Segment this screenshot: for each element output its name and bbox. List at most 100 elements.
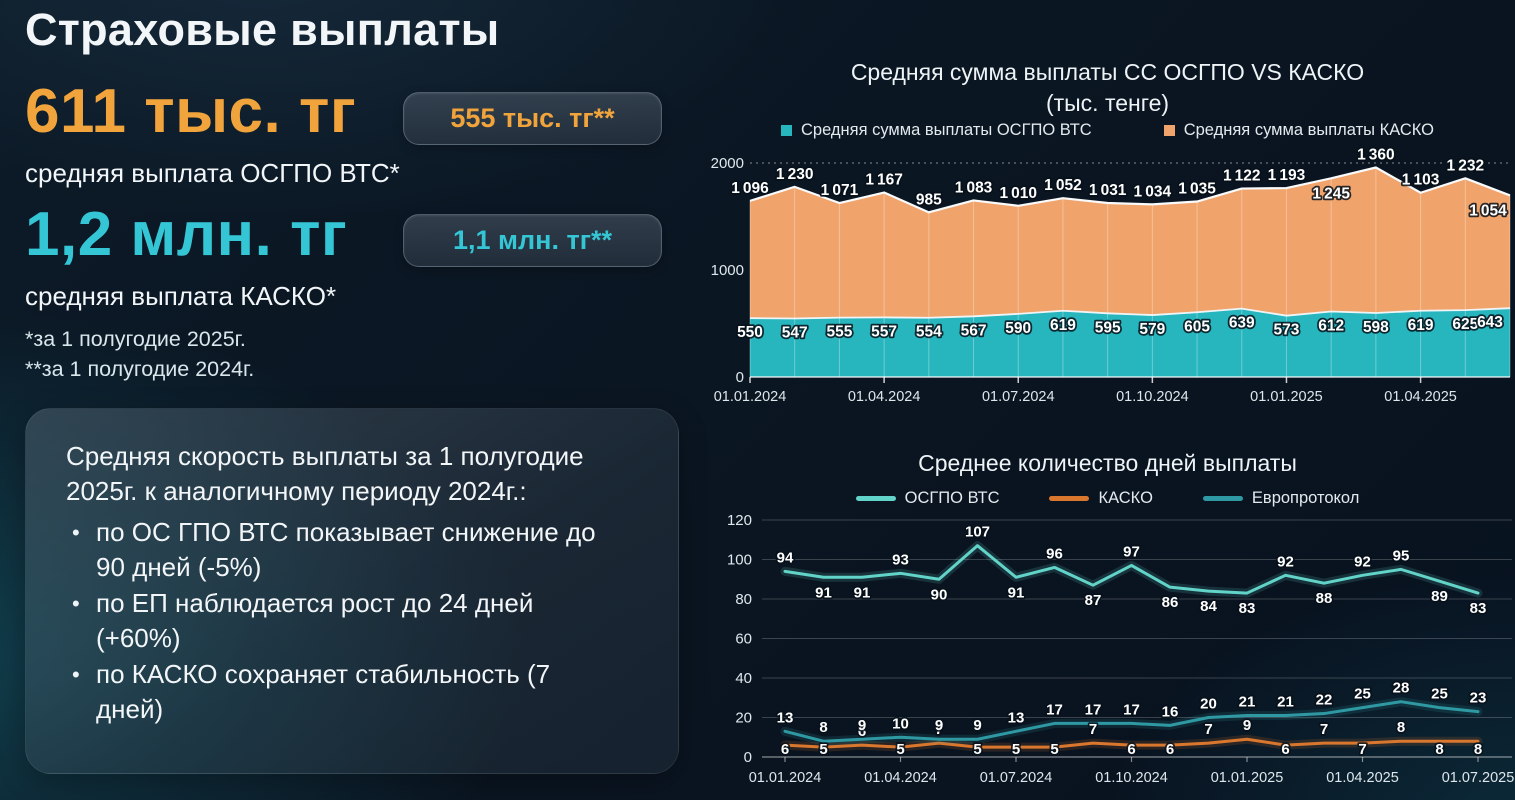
svg-text:21: 21 (1239, 694, 1256, 711)
svg-text:23: 23 (1470, 690, 1487, 707)
svg-text:8: 8 (819, 719, 827, 736)
svg-text:25: 25 (1431, 686, 1448, 703)
svg-text:83: 83 (1239, 600, 1256, 617)
svg-text:01.04.2024: 01.04.2024 (848, 389, 921, 405)
svg-text:1 230: 1 230 (776, 166, 814, 183)
svg-text:579: 579 (1139, 321, 1165, 338)
svg-text:96: 96 (1046, 545, 1063, 562)
svg-text:6: 6 (781, 741, 789, 758)
svg-text:1 035: 1 035 (1178, 181, 1216, 198)
svg-text:16: 16 (1162, 703, 1179, 720)
svg-text:1 167: 1 167 (865, 172, 903, 189)
bullet-osgpo: по ОС ГПО ВТС показывает снижение до 90 … (66, 515, 611, 585)
svg-text:605: 605 (1184, 318, 1210, 335)
legend-label-osgpo-days: ОСГПО ВТС (904, 489, 1000, 507)
svg-text:8: 8 (1397, 719, 1405, 736)
svg-text:6: 6 (1281, 741, 1289, 758)
svg-text:01.07.2025: 01.07.2025 (1442, 770, 1515, 786)
stat-osgpo-label: средняя выплата ОСГПО ВТС* (25, 158, 400, 188)
series-line-osgpo (780, 541, 1483, 598)
svg-text:619: 619 (1408, 317, 1434, 334)
svg-text:17: 17 (1085, 701, 1102, 718)
svg-text:9: 9 (973, 717, 981, 734)
svg-text:01.07.2024: 01.07.2024 (982, 389, 1055, 405)
svg-text:87: 87 (1085, 592, 1102, 609)
stacked-areas (750, 167, 1510, 377)
payout-sum-stacked-area-chart: 01.01.2024 01.04.2024 01.07.2024 01.10.2024… (711, 145, 1511, 405)
svg-text:92: 92 (1354, 553, 1371, 570)
svg-text:01.04.2024: 01.04.2024 (864, 770, 937, 786)
svg-text:6: 6 (858, 723, 866, 740)
svg-text:93: 93 (892, 551, 909, 568)
svg-text:91: 91 (1008, 584, 1025, 601)
svg-text:25: 25 (1354, 686, 1371, 703)
payout-days-line-chart: 0 20 40 60 80 100 120 01.01.2024 01.04.2024 01.07… (727, 512, 1515, 786)
stat-kasko-value: 1,2 млн. тг (25, 200, 348, 269)
y-axis: 0 1000 2000 (711, 155, 744, 386)
svg-text:13: 13 (1008, 709, 1025, 726)
svg-text:01.01.2024: 01.01.2024 (749, 770, 822, 786)
chart1-legend: Средняя сумма выплаты ОСГПО ВТС Средняя … (700, 121, 1515, 140)
svg-text:1 232: 1 232 (1446, 157, 1484, 174)
svg-text:9: 9 (935, 717, 943, 734)
chart1-title: Средняя сумма выплаты СС ОСГПО VS КАСКО … (700, 57, 1515, 119)
legend-swatch-kasko-days-icon (1049, 496, 1090, 501)
horizontal-gridlines (762, 519, 1512, 762)
svg-text:7: 7 (1358, 741, 1366, 758)
svg-text:89: 89 (1431, 588, 1448, 605)
svg-text:1 360: 1 360 (1357, 146, 1395, 163)
svg-text:01.07.2024: 01.07.2024 (980, 770, 1053, 786)
svg-text:84: 84 (1200, 598, 1217, 615)
svg-text:590: 590 (1005, 320, 1031, 337)
svg-text:1 071: 1 071 (821, 182, 859, 199)
stat-osgpo-value: 611 тыс. тг (25, 77, 357, 146)
footnote-2024: **за 1 полугодие 2024г. (25, 357, 255, 381)
footnote-2025: *за 1 полугодие 2025г. (25, 327, 246, 351)
svg-text:7: 7 (1089, 721, 1097, 738)
svg-text:1 034: 1 034 (1134, 183, 1172, 200)
legend-label-kasko-days: КАСКО (1098, 489, 1153, 507)
svg-text:83: 83 (1470, 600, 1487, 617)
stat-kasko-label: средняя выплата КАСКО* (25, 281, 337, 311)
svg-text:554: 554 (916, 324, 942, 341)
svg-text:595: 595 (1095, 319, 1121, 336)
svg-text:1 031: 1 031 (1089, 182, 1127, 199)
svg-text:1 054: 1 054 (1469, 202, 1507, 219)
svg-text:5: 5 (819, 741, 827, 758)
legend-swatch-kasko-sum-icon (1163, 125, 1175, 136)
panel-bullet-list: по ОС ГПО ВТС показывает снижение до 90 … (66, 515, 611, 727)
svg-text:01.01.2025: 01.01.2025 (1250, 389, 1323, 405)
stat-osgpo-prev-badge: 555 тыс. тг** (403, 92, 662, 145)
chart1-title-line: Средняя сумма выплаты СС ОСГПО VS КАСКО (850, 59, 1365, 85)
svg-text:86: 86 (1162, 594, 1179, 611)
legend-swatch-osgpo-days-icon (855, 496, 896, 501)
svg-text:01.10.2024: 01.10.2024 (1116, 389, 1189, 405)
svg-text:5: 5 (973, 741, 981, 758)
svg-text:985: 985 (916, 191, 942, 208)
svg-text:20: 20 (1200, 696, 1217, 713)
chart1-subtitle: (тыс. тенге) (1045, 90, 1170, 116)
svg-text:8: 8 (1435, 741, 1443, 758)
page-title: Страховые выплаты (25, 4, 500, 55)
legend-item-osgpo-sum: Средняя сумма выплаты ОСГПО ВТС (780, 121, 1092, 140)
svg-text:5: 5 (1012, 741, 1020, 758)
svg-text:91: 91 (815, 584, 832, 601)
svg-text:13: 13 (777, 709, 794, 726)
svg-text:550: 550 (737, 324, 763, 341)
svg-text:120: 120 (727, 512, 752, 529)
svg-text:9: 9 (1243, 717, 1251, 734)
svg-text:21: 21 (1277, 694, 1294, 711)
svg-text:1 122: 1 122 (1223, 168, 1261, 185)
x-axis-labels: 01.01.2024 01.04.2024 01.07.2024 01.10.2024… (749, 770, 1515, 786)
svg-text:100: 100 (727, 552, 752, 569)
svg-text:10: 10 (892, 715, 909, 732)
svg-text:91: 91 (854, 584, 871, 601)
svg-text:6: 6 (1166, 741, 1174, 758)
legend-item-euro-days: Европротокол (1202, 489, 1359, 508)
svg-text:5: 5 (1050, 741, 1058, 758)
svg-text:567: 567 (961, 322, 987, 339)
svg-text:619: 619 (1050, 317, 1076, 334)
svg-text:95: 95 (1393, 547, 1410, 564)
series-line-kasko (780, 734, 1483, 752)
